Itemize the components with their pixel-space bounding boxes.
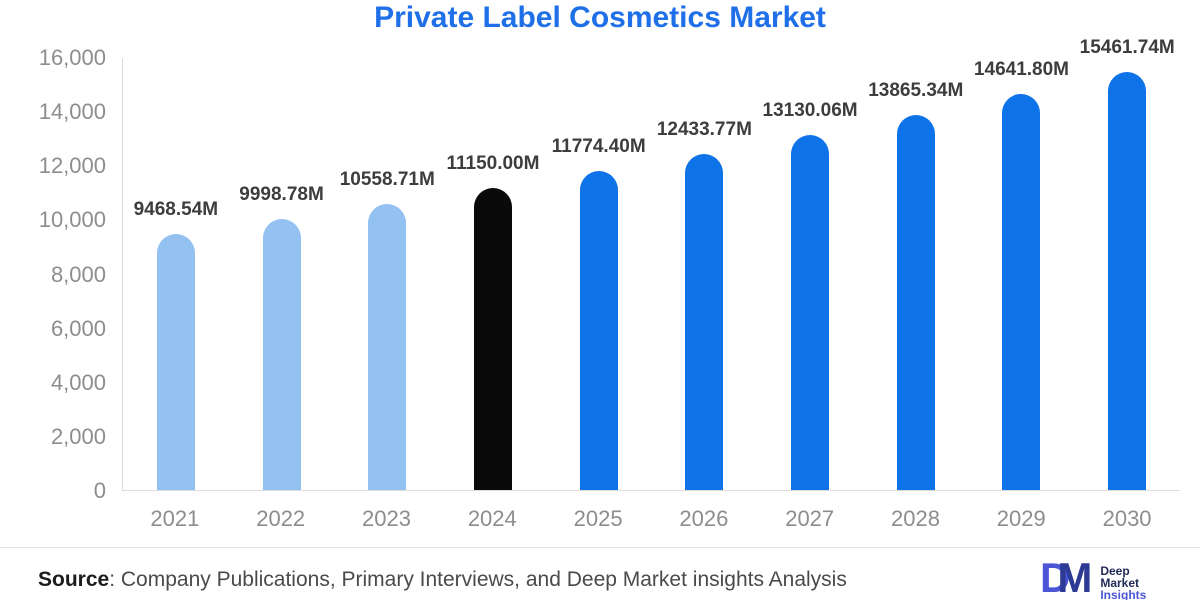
- bar-2026: [685, 154, 724, 490]
- bar-2030: [1108, 72, 1147, 490]
- x-tick-label-2028: 2028: [891, 506, 940, 531]
- y-tick-label-14000: 14,000: [38, 99, 106, 125]
- footer-divider: [0, 547, 1200, 548]
- y-tick-label-16000: 16,000: [38, 45, 106, 70]
- bar-value-label-2030: 15461.74M: [1079, 37, 1175, 58]
- bar-2028: [896, 115, 935, 490]
- x-tick-label-2026: 2026: [679, 506, 729, 531]
- y-tick-label-10000: 10,000: [38, 207, 106, 233]
- chart-title: Private Label Cosmetics Market: [374, 1, 826, 34]
- y-tick-label-4000: 4,000: [50, 369, 106, 395]
- bar-2025: [579, 171, 618, 490]
- bar-band-2025: 11774.40M: [546, 58, 652, 490]
- bar-2023: [368, 204, 407, 490]
- x-tick-label-2022: 2022: [256, 506, 306, 531]
- y-tick-label-8000: 8,000: [50, 261, 106, 287]
- bar-2029: [1002, 94, 1041, 490]
- bar-2024: [473, 188, 512, 490]
- x-axis: 2021 2022 2023 2024 2025 2026 2027 2028 2029 2030: [122, 492, 1180, 536]
- y-tick-label-2000: 2,000: [50, 423, 106, 449]
- bar-value-label-2028: 13865.34M: [868, 80, 964, 101]
- x-tick-label-2024: 2024: [467, 506, 517, 531]
- monogram-letter-m: M: [1057, 554, 1093, 600]
- x-tick-label-2030: 2030: [1102, 506, 1152, 531]
- plot-area: 9468.54M 9998.78M 10558.71M 11150.00M 11774.…: [122, 37, 1180, 491]
- bar-value-label-2021: 9468.54M: [133, 199, 219, 220]
- logo-text: Deep Market Insights: [1100, 565, 1146, 600]
- logo-text-line1: Deep: [1100, 564, 1130, 578]
- bar-band-2026: 12433.77M: [652, 58, 758, 490]
- bar-value-label-2026: 12433.77M: [656, 119, 752, 140]
- bar-band-2029: 14641.80M: [969, 58, 1075, 490]
- x-tick-label-2021: 2021: [150, 506, 200, 531]
- bar-band-2021: 9468.54M: [123, 58, 229, 490]
- x-tick-label-2029: 2029: [996, 506, 1046, 531]
- bar-2021: [156, 234, 195, 490]
- monogram-letter-d: D: [1040, 554, 1071, 600]
- bar-value-label-2029: 14641.80M: [973, 59, 1070, 80]
- x-tick-label-2027: 2027: [785, 506, 835, 531]
- source-text: : Company Publications, Primary Intervie…: [109, 568, 847, 591]
- y-axis: 0 2,000 4,000 6,000 8,000 10,000 12,000 14,000 1…: [0, 45, 106, 503]
- bar-2027: [791, 135, 830, 490]
- y-tick-label-12000: 12,000: [38, 153, 106, 179]
- deep-market-logo: DM Deep Market Insights: [1040, 557, 1146, 600]
- logo-text-line2: Market: [1100, 576, 1140, 590]
- bar-band-2030: 15461.74M: [1074, 37, 1180, 490]
- y-tick-label-0: 0: [93, 478, 106, 503]
- bar-2022: [262, 219, 301, 490]
- source-line: Source: Company Publications, Primary In…: [38, 568, 847, 592]
- x-tick-label-2023: 2023: [362, 506, 411, 531]
- bar-value-label-2025: 11774.40M: [551, 136, 646, 157]
- logo-text-line3: Insights: [1100, 588, 1147, 600]
- y-tick-label-6000: 6,000: [50, 315, 106, 341]
- bar-value-label-2024: 11150.00M: [446, 153, 540, 174]
- bar-band-2027: 13130.06M: [757, 58, 863, 490]
- bar-value-label-2027: 13130.06M: [762, 100, 858, 121]
- bar-band-2028: 13865.34M: [863, 58, 969, 490]
- bar-band-2024: 11150.00M: [440, 58, 546, 490]
- bar-band-2022: 9998.78M: [229, 58, 335, 490]
- bar-value-label-2023: 10558.71M: [339, 169, 435, 190]
- bar-band-2023: 10558.71M: [334, 58, 440, 490]
- source-label: Source: [38, 568, 110, 591]
- bar-value-label-2022: 9998.78M: [239, 184, 324, 205]
- dm-monogram-icon: DM: [1040, 557, 1092, 599]
- x-tick-label-2025: 2025: [573, 506, 623, 531]
